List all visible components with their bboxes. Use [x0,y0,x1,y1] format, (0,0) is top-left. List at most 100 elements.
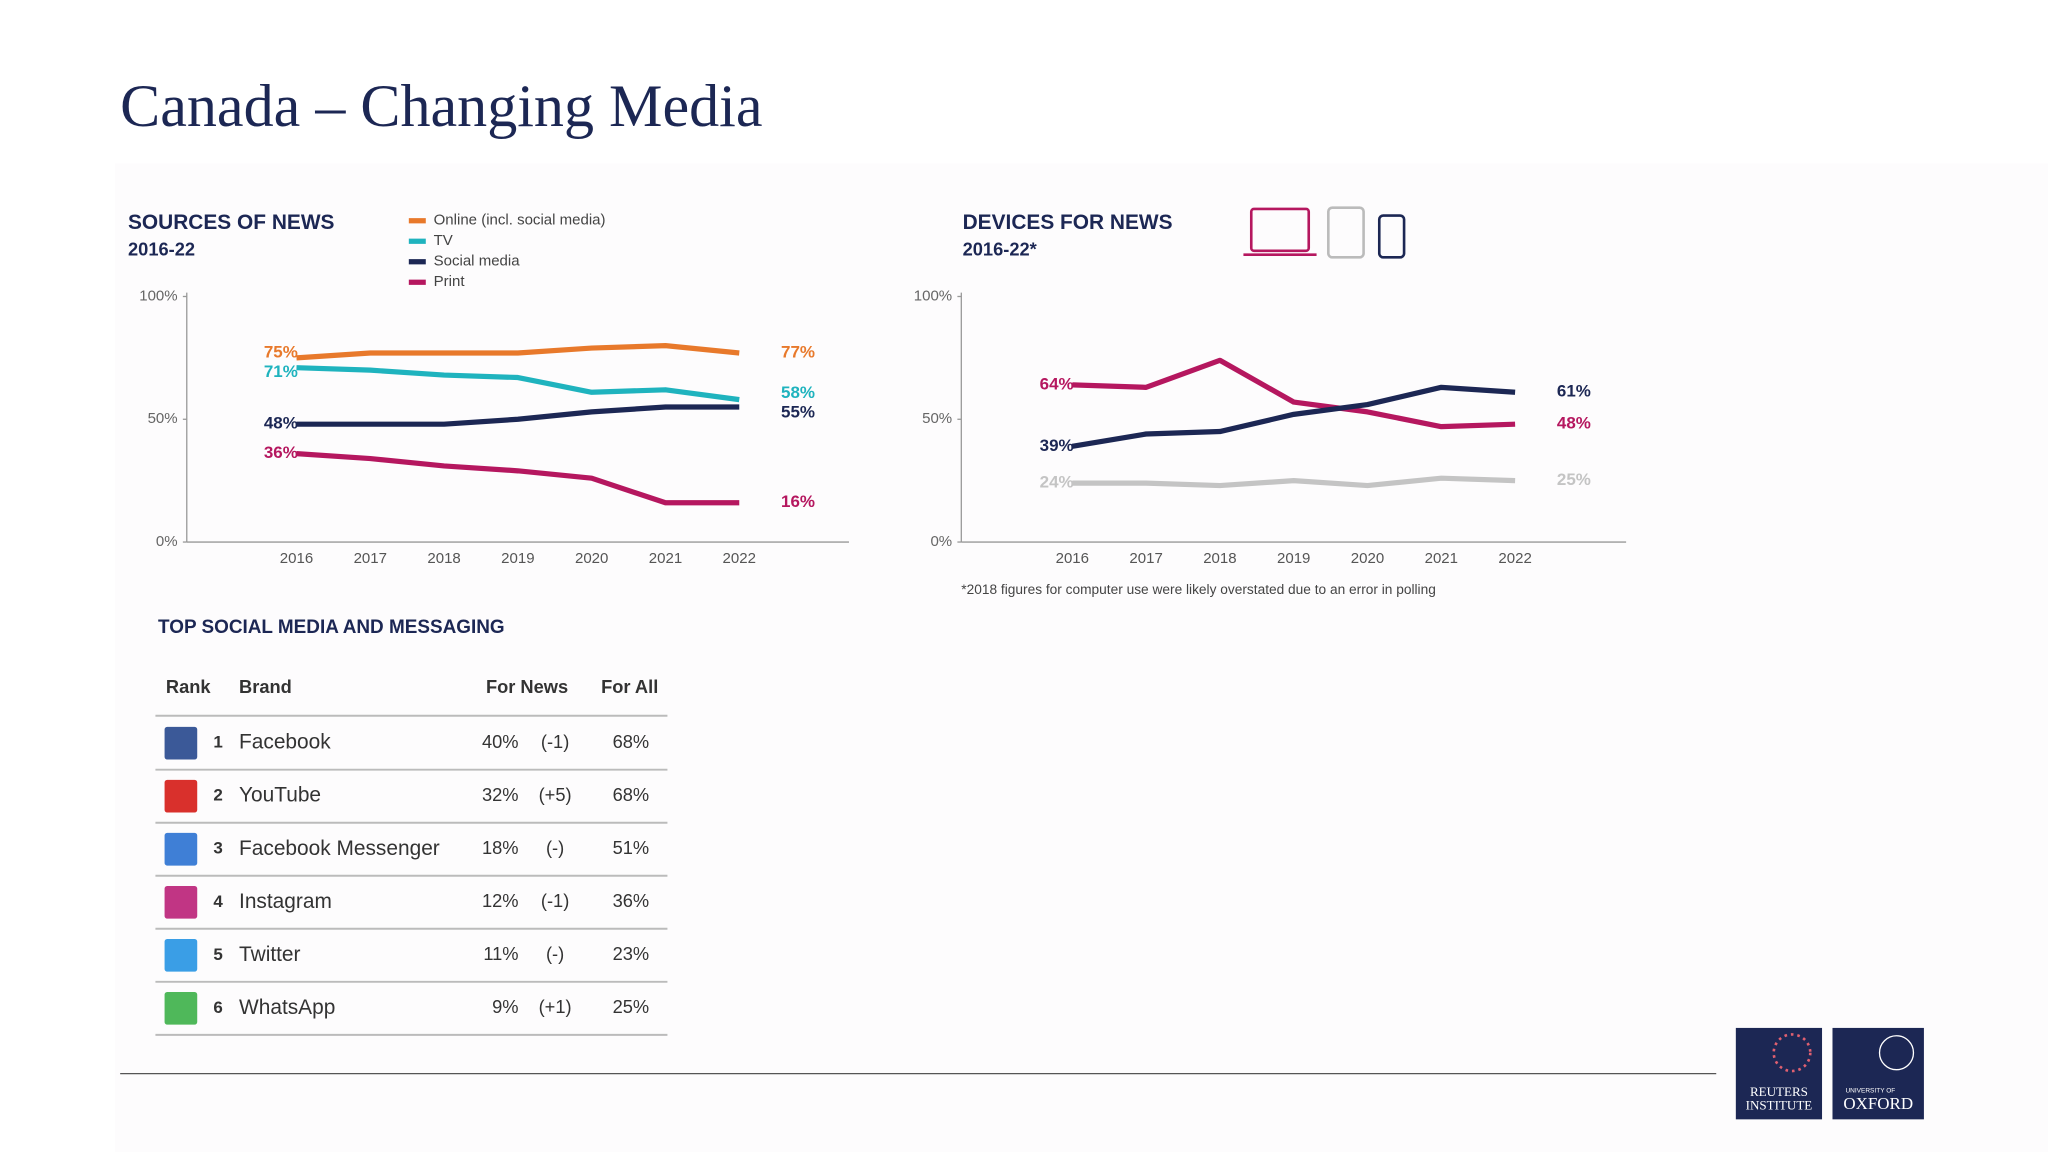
brand-icon [164,779,198,813]
table-cell: Facebook Messenger [239,837,440,860]
data-label: 36% [264,443,298,462]
y-tick-label: 0% [930,533,952,550]
table-cell: 3 [213,839,222,858]
x-tick-label: 2016 [280,550,313,567]
table-cell: 68% [613,731,650,752]
logo-text: OXFORD [1843,1094,1913,1113]
x-tick-label: 2019 [1277,550,1310,567]
legend-label: TV [434,232,453,249]
data-label: 61% [1557,382,1591,401]
data-label: 58% [781,383,815,402]
data-label: 77% [781,342,815,361]
oxford-logo [1832,1027,1924,1120]
data-label: 25% [1557,470,1591,489]
table-cell: 11% [483,943,518,964]
logo-text: UNIVERSITY OF [1845,1087,1895,1094]
x-tick-label: 2022 [1498,550,1531,567]
table-cell: 51% [613,837,650,858]
data-label: 48% [1557,414,1591,433]
y-tick-label: 100% [914,287,952,304]
brand-icon [164,832,198,866]
legend-label: Print [434,273,466,290]
table-cell: 40% [482,731,519,752]
series-line [1072,475,1516,489]
reuters-logo [1735,1027,1823,1120]
data-label: 16% [781,492,815,511]
table-cell: (-) [546,837,564,858]
x-tick-label: 2016 [1056,550,1089,567]
y-tick-label: 0% [156,533,178,550]
table-cell: 2 [213,786,222,805]
oxford-crest [1878,1035,1915,1071]
data-label: 64% [1040,374,1074,393]
brand-icon [164,885,198,919]
table-header: Rank [166,676,212,697]
table-cell: (-1) [541,731,569,752]
data-label: 55% [781,403,815,422]
x-tick-label: 2019 [501,550,534,567]
x-tick-label: 2018 [427,550,460,567]
data-label: 24% [1040,473,1074,492]
table-cell: 9% [492,996,518,1017]
chart-subtitle: 2016-22* [963,239,1038,260]
series-line [296,342,740,361]
smartphone-icon [1377,214,1406,259]
series-line [1071,384,1516,449]
table-cell: 6 [213,998,222,1017]
table-cell: Instagram [239,890,332,913]
logo-text: INSTITUTE [1746,1097,1813,1112]
table-title: TOP SOCIAL MEDIA AND MESSAGING [158,617,505,638]
legend-label: Online (incl. social media) [434,212,606,229]
data-label: 48% [264,414,298,433]
table-cell: (-1) [541,890,569,911]
logo-text: REUTERS [1750,1084,1808,1099]
data-label: 75% [264,342,298,361]
table-cell: (+1) [539,996,572,1017]
chart-title: DEVICES FOR NEWS [963,211,1173,234]
table-cell: 18% [482,837,519,858]
table-cell: 36% [613,890,650,911]
series-line [296,404,740,427]
table-header: Brand [239,676,292,697]
table-cell: 23% [613,943,650,964]
brand-icon [164,992,198,1025]
chart-note: *2018 figures for computer use were like… [961,582,1436,597]
table-cell: Facebook [239,731,331,754]
table-cell: 4 [213,892,223,911]
y-tick-label: 50% [922,410,952,427]
data-label: 71% [264,362,298,381]
content-background [114,163,2048,1152]
series-line [296,451,740,506]
table-cell: (+5) [539,784,572,805]
series-line [1072,357,1516,430]
legend-label: Social media [434,253,521,270]
table-cell: 25% [613,996,650,1017]
table-cell: 5 [213,945,222,964]
reuters-logo-mark [1772,1033,1812,1073]
table-header: For All [601,676,658,697]
brand-icon [164,938,198,972]
table-header: For News [486,676,568,697]
table-cell: 12% [482,890,519,911]
computer-icon [1249,207,1311,253]
table-cell: (-) [546,943,564,964]
chart-subtitle: 2016-22 [128,239,195,260]
table-cell: YouTube [239,784,321,807]
series-line [296,365,740,403]
slide-title: Canada – Changing Media [120,72,762,139]
table-cell: Twitter [239,943,301,966]
device-icons [1243,206,1406,259]
table-cell: 68% [613,784,650,805]
x-tick-label: 2017 [1129,550,1162,567]
table-cell: WhatsApp [239,996,335,1019]
y-tick-label: 50% [148,410,178,427]
table-cell: 32% [482,784,519,805]
brand-icon [164,726,198,760]
x-tick-label: 2020 [1351,550,1384,567]
y-tick-label: 100% [139,287,177,304]
table-cell: 1 [213,733,222,752]
x-tick-label: 2021 [649,550,682,567]
x-tick-label: 2022 [723,550,756,567]
